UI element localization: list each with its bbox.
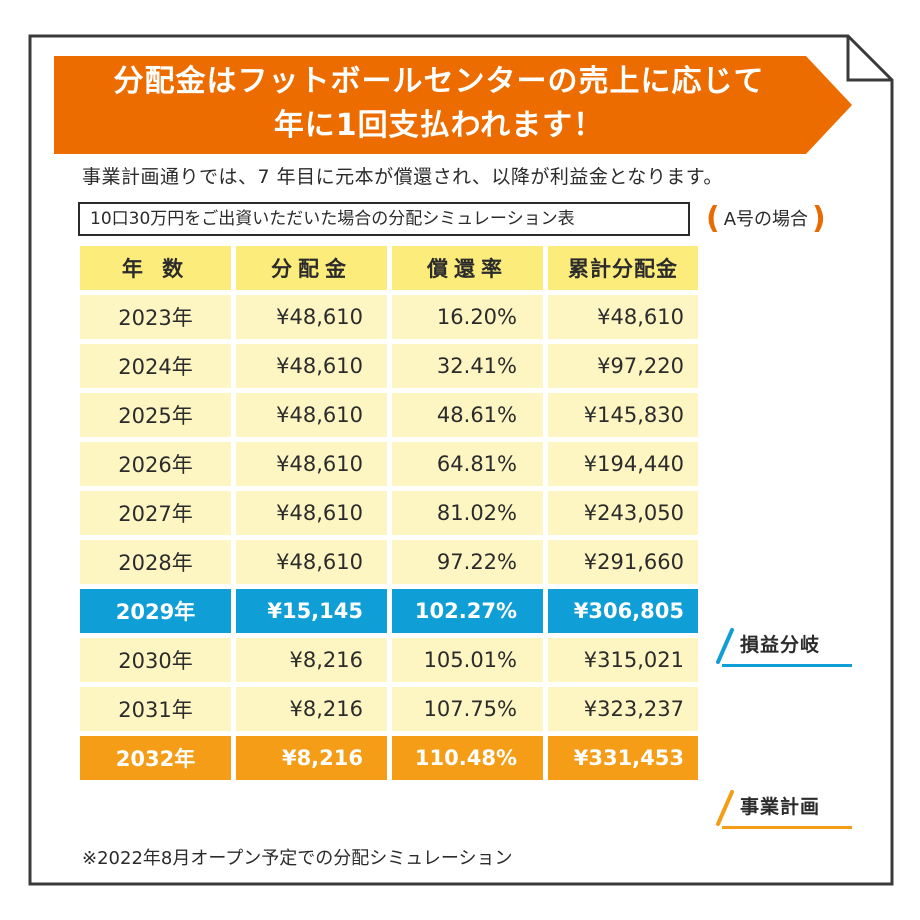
header-cumulative: 累計分配金 [548, 246, 698, 295]
year-cell: 2031年 [80, 687, 236, 736]
year-cell: 2023年 [80, 295, 236, 344]
table-row-business-plan: 2032年 ¥8,216 110.48% ¥331,453 [80, 736, 698, 785]
rate-cell: 110.48% [392, 736, 548, 785]
table-header-row: 年 数 分配金 償還率 累計分配金 [80, 246, 698, 295]
year-cell: 2024年 [80, 344, 236, 393]
rate-cell: 81.02% [392, 491, 548, 540]
breakeven-annotation: 損益分岐 [708, 626, 852, 667]
table-row: 2023年 ¥48,610 16.20% ¥48,610 [80, 295, 698, 344]
rate-cell: 107.75% [392, 687, 548, 736]
cumulative-cell: ¥243,050 [548, 491, 698, 540]
dividend-cell: ¥48,610 [236, 442, 392, 491]
dividend-cell: ¥48,610 [236, 540, 392, 589]
dividend-cell: ¥48,610 [236, 393, 392, 442]
table-row: 2026年 ¥48,610 64.81% ¥194,440 [80, 442, 698, 491]
rate-cell: 16.20% [392, 295, 548, 344]
year-cell: 2026年 [80, 442, 236, 491]
year-cell: 2027年 [80, 491, 236, 540]
cumulative-cell: ¥145,830 [548, 393, 698, 442]
year-cell: 2028年 [80, 540, 236, 589]
rate-cell: 102.27% [392, 589, 548, 638]
subtitle: 事業計画通りでは、7 年目に元本が償還され、以降が利益金となります。 [82, 166, 723, 188]
breakeven-label: 損益分岐 [740, 634, 821, 656]
rate-cell: 64.81% [392, 442, 548, 491]
dividend-cell: ¥48,610 [236, 344, 392, 393]
cumulative-cell: ¥291,660 [548, 540, 698, 589]
rate-cell: 105.01% [392, 638, 548, 687]
case-label-text: A号の場合 [723, 209, 809, 230]
rate-cell: 48.61% [392, 393, 548, 442]
simulation-title: 10口30万円をご出資いただいた場合の分配シミュレーション表 [78, 202, 690, 236]
cumulative-cell: ¥306,805 [548, 589, 698, 638]
cumulative-cell: ¥331,453 [548, 736, 698, 785]
dividend-cell: ¥8,216 [236, 736, 392, 785]
cumulative-cell: ¥194,440 [548, 442, 698, 491]
dividend-cell: ¥15,145 [236, 589, 392, 638]
headline: 分配金はフットボールセンターの売上に応じて 年に1回支払われます！ [54, 60, 824, 150]
business-plan-label: 事業計画 [740, 796, 821, 818]
breakeven-underline [722, 664, 852, 667]
table-row: 2028年 ¥48,610 97.22% ¥291,660 [80, 540, 698, 589]
close-paren-mark: ) [812, 201, 826, 236]
table-row: 2027年 ¥48,610 81.02% ¥243,050 [80, 491, 698, 540]
headline-line-2: 年に1回支払われます！ [273, 108, 605, 143]
table-row: 2030年 ¥8,216 105.01% ¥315,021 [80, 638, 698, 687]
rate-cell: 97.22% [392, 540, 548, 589]
footnote: ※2022年8月オープン予定での分配シミュレーション [82, 848, 513, 869]
business-plan-annotation: 事業計画 [708, 788, 852, 829]
year-cell: 2032年 [80, 736, 236, 785]
year-cell: 2030年 [80, 638, 236, 687]
dividend-cell: ¥8,216 [236, 638, 392, 687]
table-row: 2024年 ¥48,610 32.41% ¥97,220 [80, 344, 698, 393]
slash-mark-icon [716, 628, 734, 664]
slash-mark-icon [716, 790, 734, 826]
banner-shape [54, 56, 852, 154]
dividend-cell: ¥48,610 [236, 295, 392, 344]
cumulative-cell: ¥315,021 [548, 638, 698, 687]
cumulative-cell: ¥323,237 [548, 687, 698, 736]
table-row: 2031年 ¥8,216 107.75% ¥323,237 [80, 687, 698, 736]
cumulative-cell: ¥97,220 [548, 344, 698, 393]
rate-cell: 32.41% [392, 344, 548, 393]
dividend-cell: ¥8,216 [236, 687, 392, 736]
header-rate: 償還率 [392, 246, 548, 295]
cumulative-cell: ¥48,610 [548, 295, 698, 344]
distribution-table: 年 数 分配金 償還率 累計分配金 2023年 ¥48,610 16.20% ¥… [80, 246, 698, 785]
header-dividend: 分配金 [236, 246, 392, 295]
table-row: 2025年 ¥48,610 48.61% ¥145,830 [80, 393, 698, 442]
dividend-cell: ¥48,610 [236, 491, 392, 540]
table-row-breakeven: 2029年 ¥15,145 102.27% ¥306,805 [80, 589, 698, 638]
header-years: 年 数 [80, 246, 236, 295]
open-paren-mark: ( [706, 201, 720, 236]
headline-line-1: 分配金はフットボールセンターの売上に応じて [113, 64, 765, 99]
year-cell: 2029年 [80, 589, 236, 638]
year-cell: 2025年 [80, 393, 236, 442]
business-plan-underline [722, 826, 852, 829]
case-label: (A号の場合) [706, 200, 846, 238]
